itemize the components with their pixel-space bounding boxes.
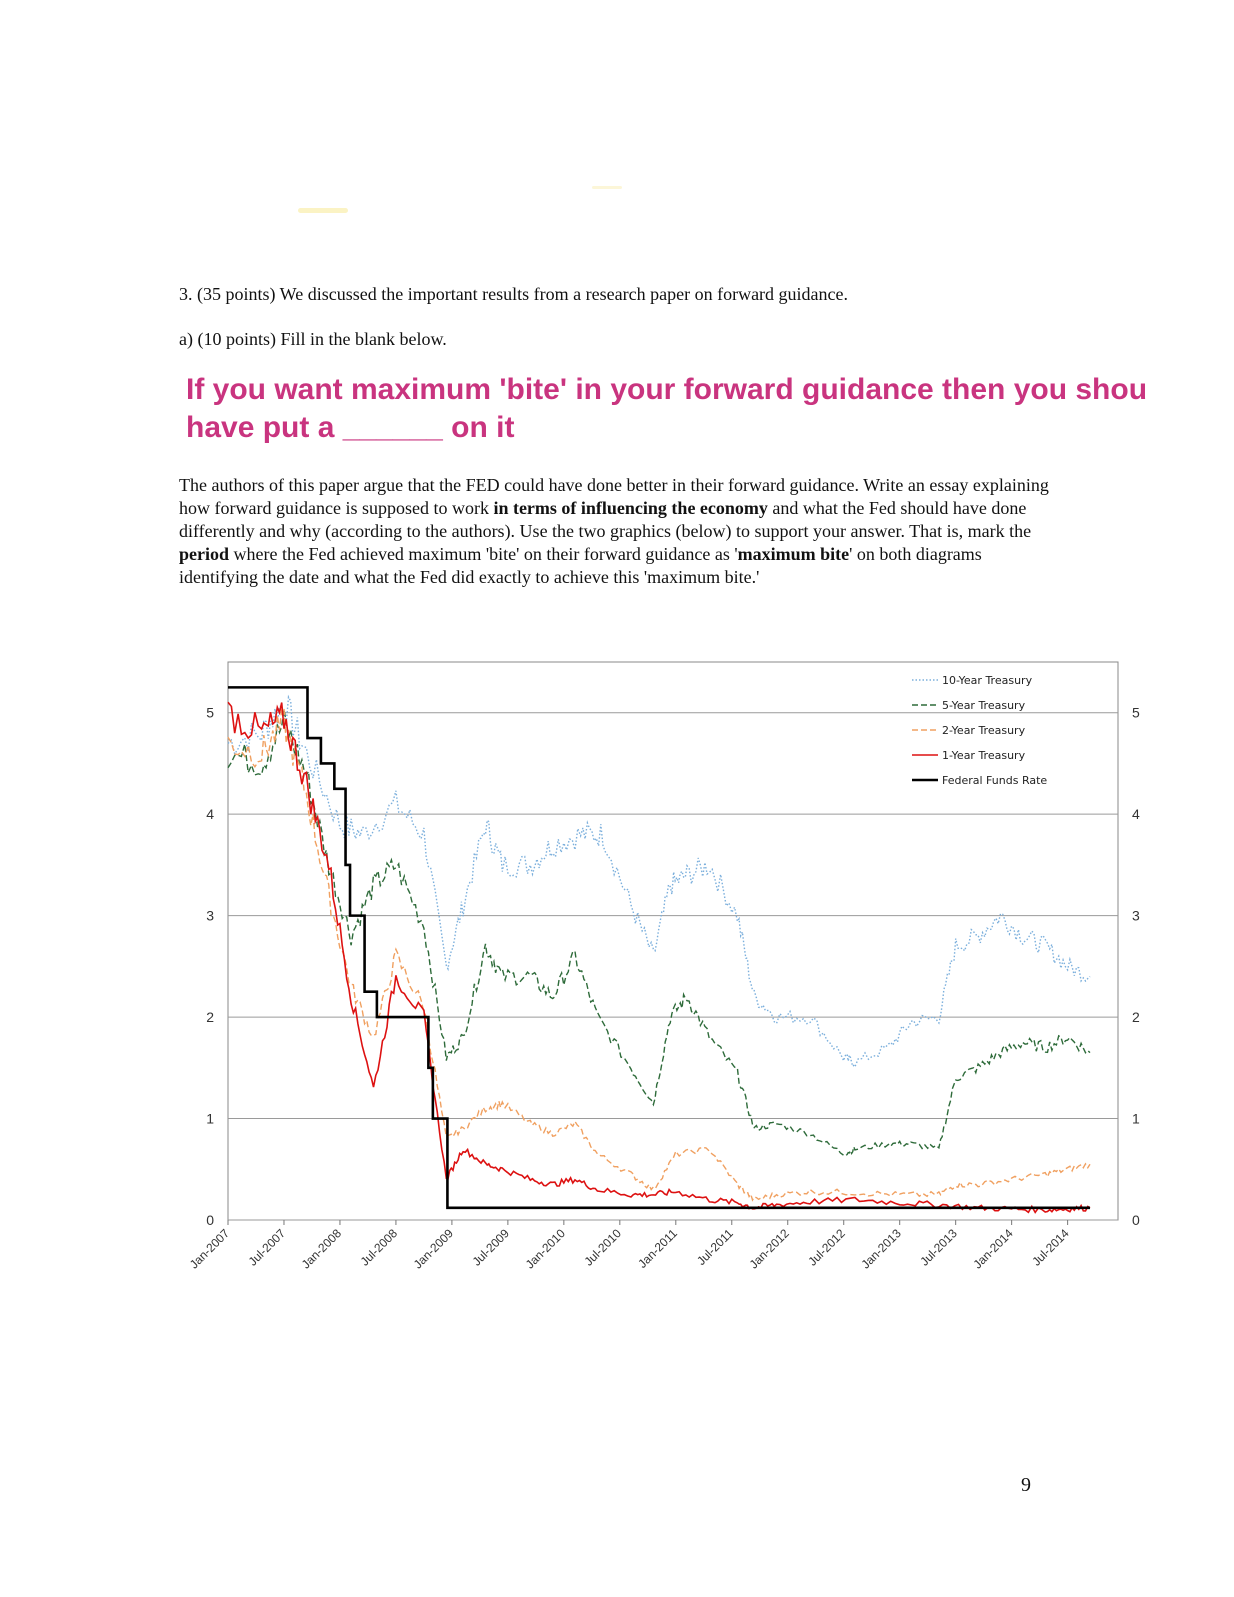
legend-label: Federal Funds Rate (942, 774, 1047, 787)
legend-label: 5-Year Treasury (942, 699, 1026, 712)
x-tick-label: Jan-2013 (859, 1226, 905, 1272)
x-tick-label: Jan-2012 (747, 1226, 793, 1272)
x-tick-label: Jan-2008 (299, 1226, 345, 1272)
x-tick-label: Jul-2014 (1029, 1226, 1072, 1269)
essay-prompt: The authors of this paper argue that the… (179, 474, 1049, 589)
x-tick-label: Jan-2011 (635, 1226, 680, 1271)
series-5-year-treasury (227, 709, 1091, 1157)
x-tick-label: Jan-2014 (970, 1226, 1016, 1272)
x-tick-label: Jul-2007 (246, 1226, 289, 1269)
legend-label: 1-Year Treasury (942, 749, 1026, 762)
page-number: 9 (1021, 1474, 1031, 1496)
y-tick-label-right: 1 (1132, 1111, 1140, 1127)
y-tick-label: 4 (206, 806, 214, 822)
series-10-year-treasury (227, 694, 1091, 1069)
series-fed-funds-rate (228, 686, 1091, 1210)
question-part-a: a) (10 points) Fill in the blank below. (179, 329, 447, 349)
y-tick-label: 1 (206, 1111, 214, 1127)
legend-label: 10-Year Treasury (942, 674, 1033, 687)
plot-area (227, 661, 1119, 1221)
highlight-mark (298, 208, 348, 213)
highlight-mark (592, 186, 622, 189)
slide-quote-line1: If you want maximum 'bite' in your forwa… (186, 373, 1148, 406)
y-tick-label: 2 (206, 1009, 214, 1025)
essay-bold: in terms of influencing the economy (493, 498, 768, 518)
x-tick-label: Jan-2010 (523, 1226, 569, 1272)
x-tick-label: Jul-2011 (694, 1226, 736, 1268)
x-tick-label: Jul-2010 (581, 1226, 624, 1269)
series-1-year-treasury (227, 701, 1091, 1214)
y-tick-label-right: 0 (1132, 1212, 1140, 1228)
x-tick-label: Jul-2012 (805, 1226, 848, 1269)
x-tick-label: Jan-2007 (187, 1226, 233, 1272)
y-tick-label-right: 5 (1132, 705, 1140, 721)
y-tick-label: 5 (206, 705, 214, 721)
y-tick-label: 0 (206, 1212, 214, 1228)
essay-text: where the Fed achieved maximum 'bite' on… (229, 544, 738, 564)
question-header: 3. (35 points) We discussed the importan… (179, 284, 849, 304)
legend-label: 2-Year Treasury (942, 724, 1026, 737)
y-tick-label-right: 2 (1132, 1009, 1140, 1025)
x-tick-label: Jul-2009 (470, 1226, 513, 1269)
essay-text: ' on both diagrams identifying the date … (179, 544, 982, 587)
essay-text: The authors of this paper argue that the… (179, 475, 1049, 518)
x-tick-label: Jul-2008 (358, 1226, 401, 1269)
y-tick-label: 3 (206, 908, 214, 924)
y-tick-label-right: 4 (1132, 806, 1140, 822)
x-tick-label: Jan-2009 (411, 1226, 457, 1272)
essay-bold: period (179, 544, 230, 564)
series-2-year-treasury (227, 707, 1091, 1202)
x-tick-label: Jul-2013 (917, 1226, 960, 1269)
treasury-yield-chart: 0 0 1 1 2 2 3 3 4 4 5 5 Jan-2007 Jul-2007 Jan-2008 Jul-… (170, 650, 1150, 1310)
chart-svg: 0 0 1 1 2 2 3 3 4 4 5 5 Jan-2007 Jul-2007 Jan-2008 Jul-… (187, 661, 1140, 1272)
y-tick-label-right: 3 (1132, 908, 1140, 924)
essay-text: and what the Fed should have done differ… (179, 498, 1032, 541)
slide-quote-line2: have put a ______ on it (186, 411, 515, 444)
slide-quote: If you want maximum 'bite' in your forwa… (186, 371, 1234, 447)
essay-bold: maximum bite (737, 544, 850, 564)
